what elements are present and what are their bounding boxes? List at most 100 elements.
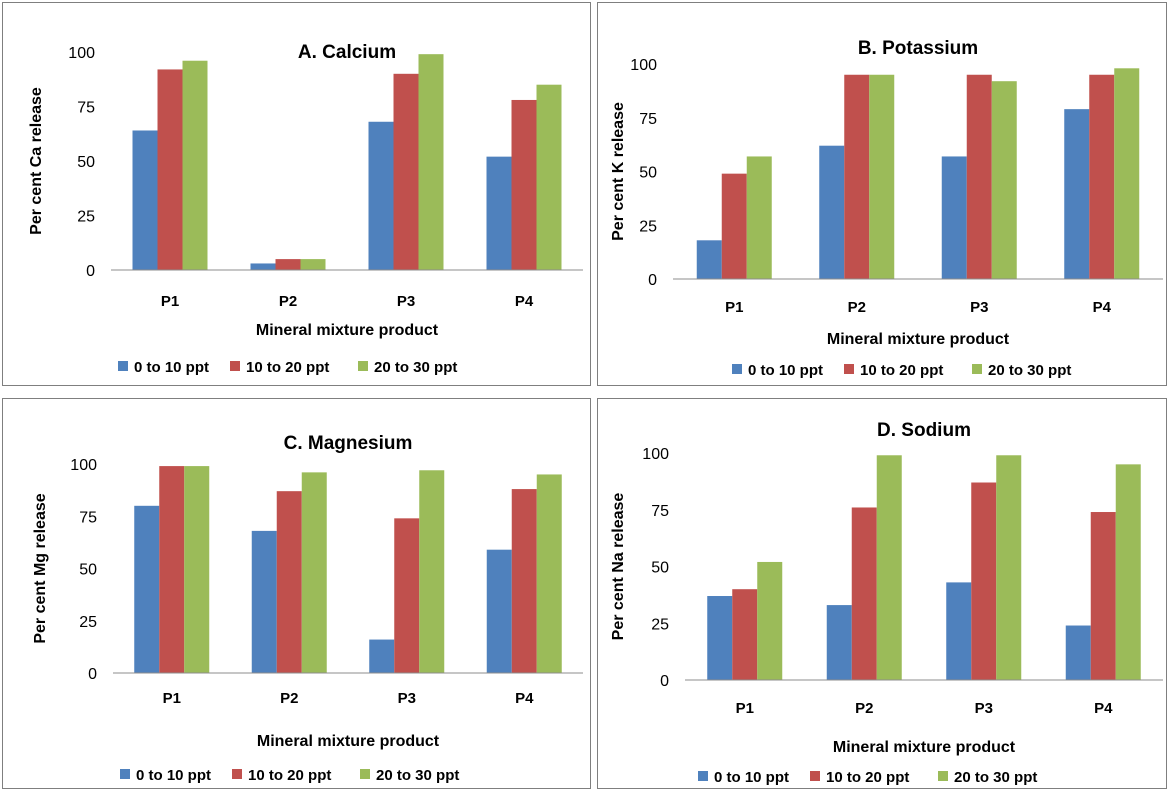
- legend-swatch-3: [360, 769, 370, 779]
- bar-sodium-p1-series-2: [732, 589, 758, 680]
- legend-swatch-2: [810, 771, 820, 781]
- x-category-label: P3: [970, 299, 988, 316]
- x-axis-title: Mineral mixture product: [257, 733, 440, 750]
- y-tick-label: 100: [630, 57, 657, 74]
- bar-sodium-p3-series-3: [996, 455, 1022, 680]
- x-category-label: P3: [398, 690, 416, 707]
- chart-sodium: D. Sodium 0 25 50 75 100 Per cent Na release P1…: [610, 420, 1163, 786]
- y-tick-label: 0: [86, 263, 95, 280]
- bar-potassium-p4-series-2: [1089, 74, 1115, 279]
- y-tick-label: 75: [639, 111, 657, 128]
- chart-potassium: B. Potassium 0 25 50 75 100 Per cent K release…: [610, 38, 1163, 379]
- bar-calcium-p3-series-3: [418, 54, 444, 271]
- x-category-label: P4: [1093, 299, 1112, 316]
- bar-calcium-p1-series-2: [157, 69, 183, 270]
- legend-label-1: 0 to 10 ppt: [134, 359, 209, 376]
- legend-swatch-2: [844, 364, 854, 374]
- y-tick-label: 0: [88, 666, 97, 683]
- y-tick-label: 25: [639, 218, 657, 235]
- x-category-label: P3: [975, 700, 993, 717]
- bar-potassium-p4-series-3: [1114, 68, 1140, 279]
- legend-label-1: 0 to 10 ppt: [748, 362, 823, 379]
- bar-magnesium-p2-series-3: [301, 472, 327, 673]
- x-category-label: P4: [515, 690, 534, 707]
- bar-potassium-p1-series-3: [746, 156, 772, 279]
- bar-potassium-p3-series-3: [991, 81, 1017, 279]
- bar-magnesium-p3-series-1: [369, 639, 395, 673]
- y-tick-label: 75: [651, 503, 669, 520]
- y-tick-label: 25: [77, 209, 95, 226]
- chart-title: C. Magnesium: [284, 433, 413, 454]
- legend-swatch-3: [358, 361, 368, 371]
- bar-calcium-p4-series-3: [536, 84, 562, 270]
- bar-sodium-p2-series-2: [851, 507, 877, 680]
- legend-swatch-2: [232, 769, 242, 779]
- chart-panel-potassium: B. Potassium 0 25 50 75 100 Per cent K release…: [597, 2, 1167, 386]
- y-tick-label: 75: [79, 509, 97, 526]
- y-tick-label: 50: [639, 165, 657, 182]
- legend-label-2: 10 to 20 ppt: [248, 767, 331, 784]
- bar-magnesium-p1-series-2: [159, 466, 185, 673]
- x-category-label: P2: [279, 293, 297, 310]
- x-category-label: P1: [161, 293, 179, 310]
- chart-magnesium: C. Magnesium 0 25 50 75 100 Per cent Mg releas…: [32, 433, 583, 784]
- legend-swatch-2: [230, 361, 240, 371]
- y-tick-label: 50: [651, 560, 669, 577]
- y-tick-label: 100: [68, 45, 95, 62]
- legend-label-2: 10 to 20 ppt: [826, 769, 909, 786]
- bar-sodium-p3-series-1: [946, 582, 972, 680]
- bar-potassium-p4-series-1: [1064, 109, 1090, 280]
- bar-magnesium-p1-series-3: [184, 466, 210, 673]
- bar-potassium-p1-series-1: [696, 240, 722, 279]
- x-category-label: P1: [163, 690, 181, 707]
- bar-magnesium-p4-series-3: [536, 474, 562, 673]
- bar-calcium-p2-series-1: [250, 263, 276, 270]
- legend-label-1: 0 to 10 ppt: [136, 767, 211, 784]
- bar-potassium-p1-series-2: [721, 173, 747, 279]
- legend-swatch-1: [698, 771, 708, 781]
- bar-calcium-p3-series-2: [393, 73, 419, 270]
- legend-label-2: 10 to 20 ppt: [246, 359, 329, 376]
- bar-sodium-p4-series-3: [1115, 464, 1141, 680]
- bar-magnesium-p2-series-1: [251, 530, 277, 673]
- y-tick-label: 25: [79, 614, 97, 631]
- bar-magnesium-p3-series-2: [394, 518, 420, 673]
- bar-calcium-p1-series-3: [182, 60, 208, 270]
- chart-title: A. Calcium: [298, 42, 396, 63]
- chart-panel-magnesium: C. Magnesium 0 25 50 75 100 Per cent Mg releas…: [2, 398, 591, 789]
- bar-sodium-p1-series-1: [707, 596, 733, 680]
- y-tick-label: 100: [70, 457, 97, 474]
- x-category-label: P2: [855, 700, 873, 717]
- bar-sodium-p2-series-1: [826, 605, 852, 680]
- x-category-label: P4: [1094, 700, 1113, 717]
- bar-calcium-p4-series-2: [511, 99, 537, 271]
- y-axis-title: Per cent Ca release: [28, 87, 45, 235]
- legend-swatch-3: [938, 771, 948, 781]
- x-category-label: P4: [515, 293, 534, 310]
- legend-label-3: 20 to 30 ppt: [376, 767, 459, 784]
- bar-magnesium-p4-series-2: [511, 489, 537, 673]
- chart-title: D. Sodium: [877, 420, 971, 441]
- bar-potassium-p2-series-3: [869, 74, 895, 279]
- bar-potassium-p3-series-2: [966, 74, 992, 279]
- chart-panel-sodium: D. Sodium 0 25 50 75 100 Per cent Na release P1…: [597, 398, 1167, 789]
- legend-swatch-3: [972, 364, 982, 374]
- x-category-label: P1: [736, 700, 754, 717]
- x-category-label: P1: [725, 299, 743, 316]
- bar-sodium-p3-series-2: [971, 482, 997, 680]
- legend-label-3: 20 to 30 ppt: [374, 359, 457, 376]
- bar-magnesium-p1-series-1: [134, 505, 160, 673]
- y-tick-label: 75: [77, 100, 95, 117]
- legend-label-3: 20 to 30 ppt: [988, 362, 1071, 379]
- y-tick-label: 50: [77, 154, 95, 171]
- chart-panel-calcium: A. Calcium 0 25 50 75 100 Per cent Ca release P…: [2, 2, 591, 386]
- bar-sodium-p1-series-3: [757, 561, 783, 680]
- y-axis-title: Per cent K release: [610, 102, 627, 241]
- y-tick-label: 50: [79, 562, 97, 579]
- bar-potassium-p2-series-2: [844, 74, 870, 279]
- x-axis-title: Mineral mixture product: [833, 739, 1016, 756]
- legend-swatch-1: [118, 361, 128, 371]
- y-tick-label: 0: [660, 673, 669, 690]
- x-axis-title: Mineral mixture product: [256, 322, 439, 339]
- bar-potassium-p2-series-1: [819, 145, 845, 279]
